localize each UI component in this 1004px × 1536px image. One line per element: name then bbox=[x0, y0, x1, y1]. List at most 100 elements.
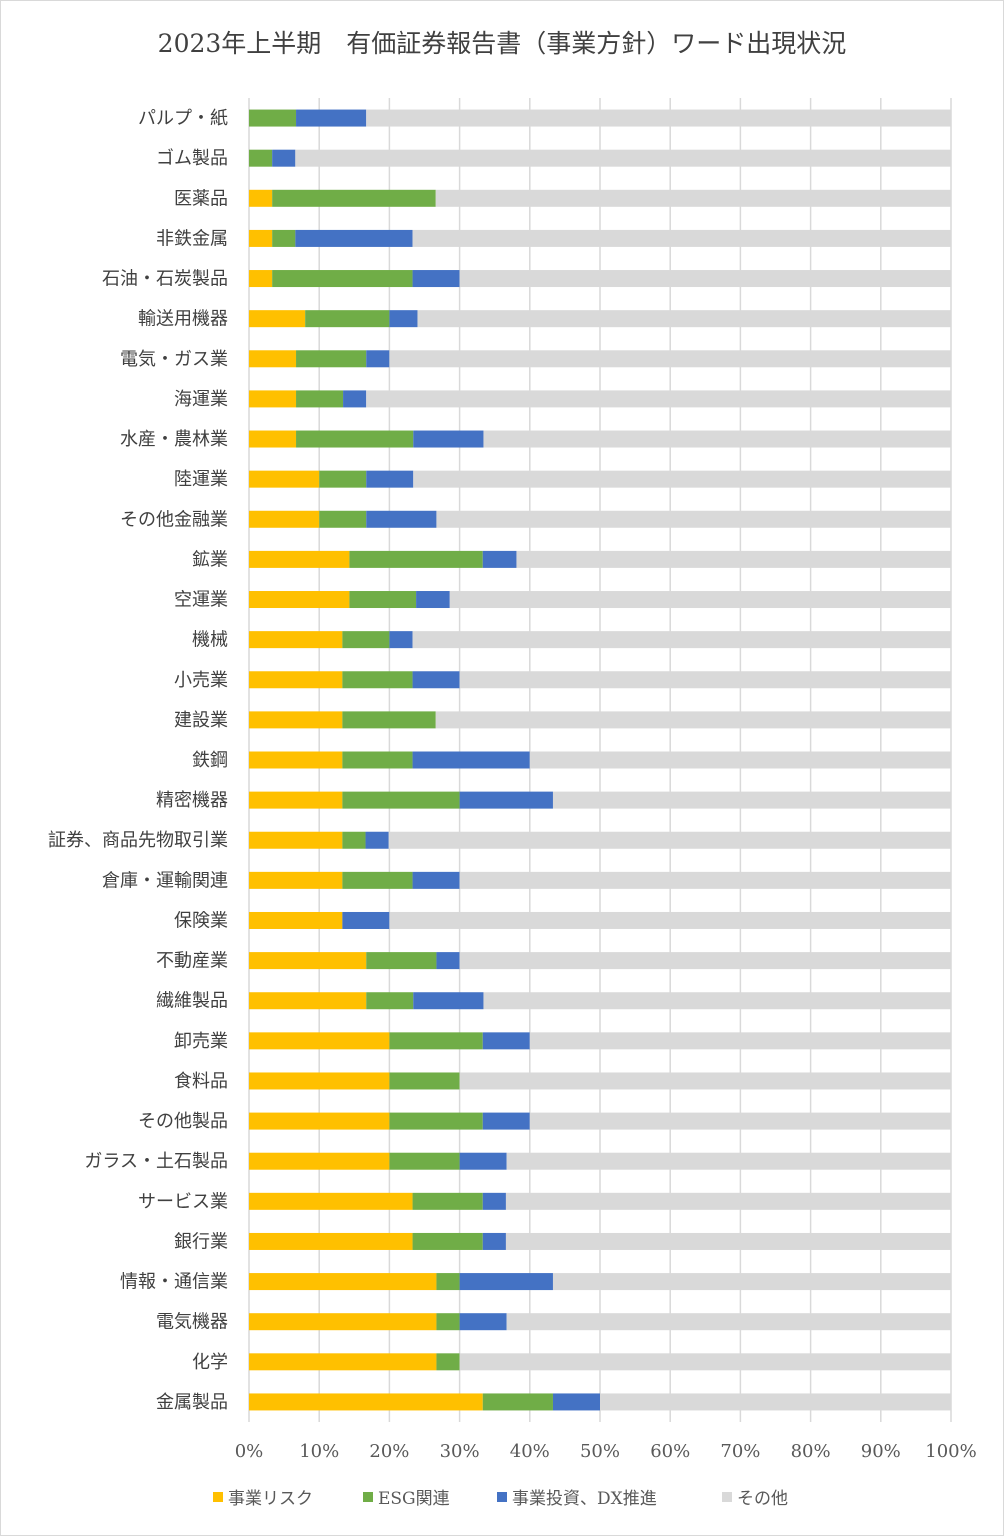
category-label: 化学 bbox=[192, 1352, 228, 1373]
bar-segment-1 bbox=[342, 671, 413, 689]
bar-segment-1 bbox=[436, 1313, 460, 1331]
bar-segment-3 bbox=[483, 430, 951, 448]
bar-segment-1 bbox=[319, 470, 367, 488]
bar-segment-1 bbox=[366, 952, 437, 970]
bar-segment-3 bbox=[459, 671, 951, 689]
category-label: 輸送用機器 bbox=[138, 309, 228, 330]
bar-segment-1 bbox=[349, 591, 417, 609]
bar-segment-0 bbox=[249, 831, 343, 849]
bar-segment-3 bbox=[412, 229, 951, 247]
x-tick-label: 30% bbox=[440, 1441, 480, 1462]
bar-segment-1 bbox=[249, 109, 297, 127]
bar-segment-1 bbox=[482, 1393, 553, 1411]
bar-segment-3 bbox=[483, 992, 951, 1010]
category-label: 電気機器 bbox=[156, 1312, 228, 1333]
category-label: その他金融業 bbox=[120, 509, 228, 530]
bar-segment-1 bbox=[342, 631, 390, 649]
bar-segment-0 bbox=[249, 711, 343, 729]
bar-segment-1 bbox=[342, 831, 366, 849]
category-label: 電気・ガス業 bbox=[120, 349, 228, 370]
bar-segment-0 bbox=[249, 1192, 413, 1210]
bar-segment-2 bbox=[296, 109, 367, 127]
bar-segment-0 bbox=[249, 751, 343, 769]
bar-segment-0 bbox=[249, 350, 297, 368]
x-tick-label: 40% bbox=[510, 1441, 550, 1462]
bar-segment-0 bbox=[249, 430, 297, 448]
category-label: 鉱業 bbox=[192, 549, 228, 570]
bar-segment-0 bbox=[249, 310, 306, 328]
bar-segment-2 bbox=[412, 871, 460, 889]
bar-segment-3 bbox=[505, 1192, 951, 1210]
x-tick-label: 10% bbox=[299, 1441, 339, 1462]
bar-segment-1 bbox=[296, 390, 344, 408]
category-label: 鉄鋼 bbox=[192, 750, 228, 771]
bar-segment-0 bbox=[249, 1032, 390, 1050]
x-tick-label: 50% bbox=[580, 1441, 620, 1462]
category-label: ゴム製品 bbox=[156, 148, 228, 169]
bar-segment-2 bbox=[366, 350, 390, 368]
category-label: ガラス・土石製品 bbox=[84, 1151, 228, 1172]
bar-segment-1 bbox=[272, 229, 296, 247]
bar-segment-1 bbox=[389, 1112, 483, 1130]
bar-segment-0 bbox=[249, 270, 273, 288]
bar-segment-0 bbox=[249, 1273, 437, 1291]
bar-segment-3 bbox=[413, 470, 951, 488]
category-label: 情報・通信業 bbox=[120, 1272, 228, 1293]
legend-label: ESG関連 bbox=[378, 1489, 450, 1509]
bar-segment-2 bbox=[482, 1032, 530, 1050]
legend-swatch bbox=[213, 1492, 223, 1502]
bar-segment-3 bbox=[459, 1072, 951, 1090]
bar-segment-0 bbox=[249, 791, 343, 809]
category-label: 海運業 bbox=[174, 389, 228, 410]
category-label: 建設業 bbox=[174, 710, 228, 731]
category-label: 倉庫・運輸関連 bbox=[102, 870, 228, 891]
bar-segment-3 bbox=[389, 911, 951, 929]
bar-segment-2 bbox=[459, 1273, 553, 1291]
category-label: 保険業 bbox=[174, 910, 228, 931]
bar-segment-0 bbox=[249, 189, 273, 207]
bar-segment-2 bbox=[436, 952, 460, 970]
bar-segment-2 bbox=[459, 1313, 507, 1331]
bar-segment-2 bbox=[295, 229, 413, 247]
bar-segment-2 bbox=[413, 992, 484, 1010]
bar-segment-1 bbox=[296, 430, 414, 448]
bar-segment-3 bbox=[600, 1393, 951, 1411]
bar-segment-0 bbox=[249, 1232, 413, 1250]
bar-segment-3 bbox=[529, 751, 951, 769]
bar-segment-2 bbox=[552, 1393, 600, 1411]
x-tick-label: 0% bbox=[235, 1441, 264, 1462]
bar-segment-2 bbox=[416, 591, 450, 609]
bar-segment-2 bbox=[389, 310, 418, 328]
bar-segment-2 bbox=[482, 1112, 530, 1130]
bar-segment-3 bbox=[506, 1152, 951, 1170]
bar-segment-2 bbox=[389, 631, 413, 649]
x-tick-label: 80% bbox=[791, 1441, 831, 1462]
category-label: 空運業 bbox=[174, 590, 228, 611]
bar-segment-0 bbox=[249, 510, 320, 528]
bar-segment-1 bbox=[412, 1192, 483, 1210]
bar-segment-2 bbox=[412, 751, 530, 769]
category-label: 銀行業 bbox=[174, 1231, 228, 1252]
bar-segment-0 bbox=[249, 631, 343, 649]
legend-label: 事業リスク bbox=[228, 1489, 313, 1509]
bar-segment-2 bbox=[342, 911, 390, 929]
bar-segment-2 bbox=[482, 1232, 506, 1250]
bar-segment-1 bbox=[319, 510, 367, 528]
bar-segment-3 bbox=[506, 1313, 951, 1331]
bar-segment-3 bbox=[366, 109, 951, 127]
category-label: 不動産業 bbox=[156, 951, 228, 972]
category-label: 医薬品 bbox=[174, 188, 228, 209]
bar-segment-2 bbox=[365, 831, 389, 849]
bar-segment-2 bbox=[412, 270, 460, 288]
bar-segment-3 bbox=[552, 1273, 951, 1291]
x-tick-label: 100% bbox=[925, 1441, 976, 1462]
bar-segment-3 bbox=[449, 591, 951, 609]
bar-segment-1 bbox=[342, 871, 413, 889]
bar-segment-2 bbox=[482, 1192, 506, 1210]
bar-segment-3 bbox=[435, 711, 951, 729]
category-label: その他製品 bbox=[138, 1111, 228, 1132]
category-label: 金属製品 bbox=[156, 1392, 228, 1413]
bar-segment-3 bbox=[459, 952, 951, 970]
bar-segment-2 bbox=[413, 430, 484, 448]
bar-segment-0 bbox=[249, 550, 350, 568]
